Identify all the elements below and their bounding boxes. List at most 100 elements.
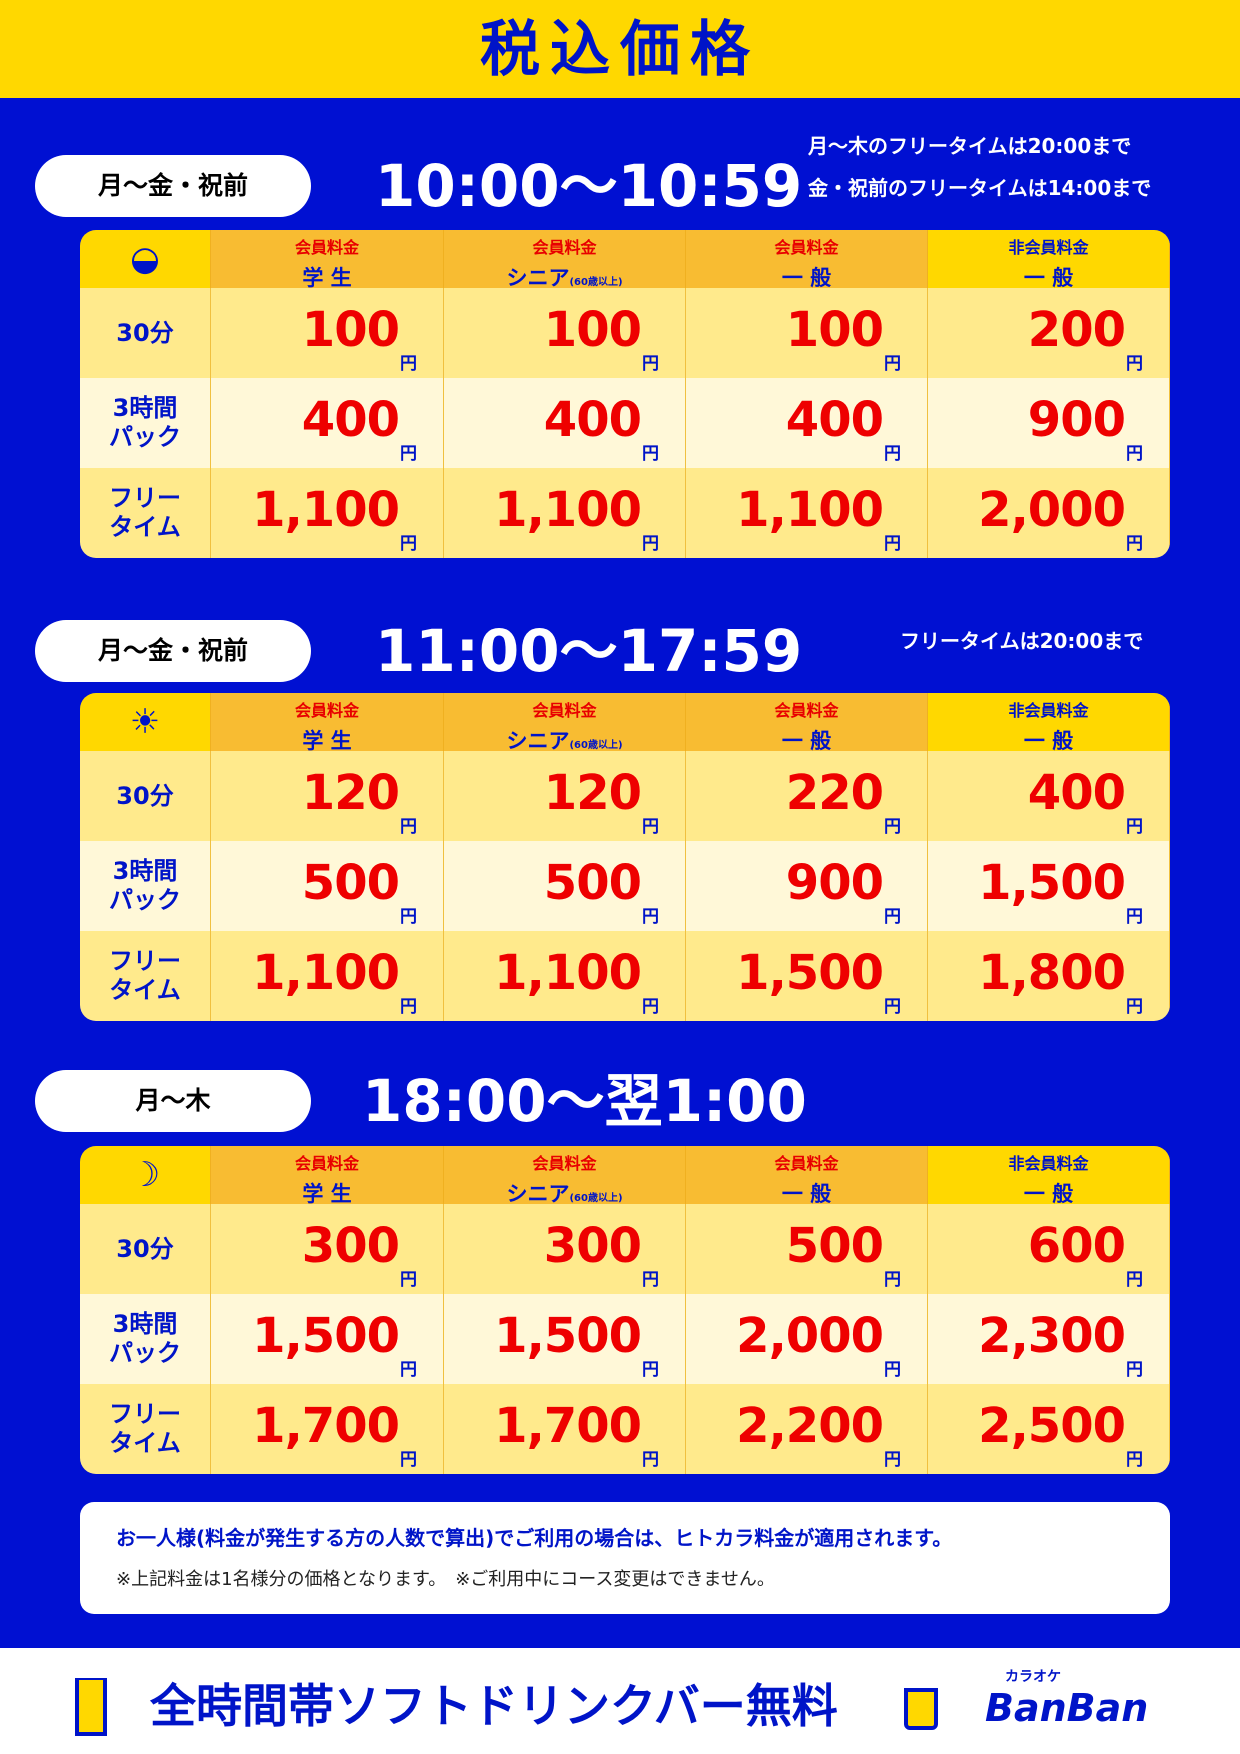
yen-unit: 円	[1126, 1360, 1143, 1380]
price-cell: 100 円	[444, 288, 686, 378]
yen-unit: 円	[642, 817, 659, 837]
time-range: 18:00〜翌1:00	[362, 1067, 807, 1135]
price-cell: 2,300 円	[928, 1294, 1170, 1384]
price-value: 2,300	[978, 1308, 1126, 1364]
yen-unit: 円	[884, 444, 901, 464]
drink-cup-icon	[75, 1678, 107, 1736]
price-value: 300	[301, 1218, 400, 1274]
price-cell: 120 円	[211, 751, 444, 841]
price-value: 2,000	[736, 1308, 884, 1364]
price-cell: 1,500 円	[686, 931, 928, 1021]
footer: 全時間帯ソフトドリンクバー無料 カラオケ BanBan	[0, 1648, 1240, 1754]
yen-unit: 円	[1126, 907, 1143, 927]
row-label: フリー タイム	[80, 931, 211, 1021]
row-label: 30分	[80, 1204, 211, 1294]
price-cell: 2,200 円	[686, 1384, 928, 1474]
price-value: 300	[543, 1218, 642, 1274]
yen-unit: 円	[400, 817, 417, 837]
row-label: フリー タイム	[80, 1384, 211, 1474]
price-value: 900	[785, 855, 884, 911]
price-cell: 1,500 円	[444, 1294, 686, 1384]
yen-unit: 円	[642, 354, 659, 374]
price-value: 500	[785, 1218, 884, 1274]
price-value: 400	[543, 392, 642, 448]
column-header: 会員料金一 般	[686, 1146, 928, 1206]
footer-text: 全時間帯ソフトドリンクバー無料	[150, 1679, 838, 1733]
days-label: 月〜木	[35, 1070, 311, 1132]
price-value: 1,500	[494, 1308, 642, 1364]
yen-unit: 円	[884, 534, 901, 554]
price-value: 1,100	[736, 482, 884, 538]
price-cell: 1,100 円	[444, 468, 686, 558]
price-cell: 2,000 円	[686, 1294, 928, 1384]
price-value: 600	[1027, 1218, 1126, 1274]
price-value: 1,700	[494, 1398, 642, 1454]
price-cell: 900 円	[928, 378, 1170, 468]
price-value: 400	[785, 392, 884, 448]
yen-unit: 円	[1126, 534, 1143, 554]
yen-unit: 円	[1126, 354, 1143, 374]
price-value: 500	[301, 855, 400, 911]
row-label: 30分	[80, 751, 211, 841]
price-value: 500	[543, 855, 642, 911]
column-header: 会員料金学 生	[211, 230, 444, 290]
yen-unit: 円	[642, 1270, 659, 1290]
sunrise-icon: ◒	[80, 230, 211, 288]
price-value: 1,100	[494, 945, 642, 1001]
price-cell: 500 円	[211, 841, 444, 931]
price-cell: 900 円	[686, 841, 928, 931]
hot-drink-icon	[904, 1688, 938, 1730]
column-header: 会員料金 シニア(60歳以上)	[444, 693, 686, 753]
yen-unit: 円	[884, 354, 901, 374]
notice-box: お一人様(料金が発生する方の人数で算出)でご利用の場合は、ヒトカラ料金が適用され…	[80, 1502, 1170, 1614]
page-title: 税込価格	[0, 0, 1240, 98]
price-value: 400	[301, 392, 400, 448]
price-value: 1,700	[252, 1398, 400, 1454]
price-value: 120	[301, 765, 400, 821]
price-value: 100	[785, 302, 884, 358]
price-table: ☀ 会員料金学 生会員料金 シニア(60歳以上) 会員料金一 般非会員料金一 般 30分…	[80, 693, 1170, 1021]
price-cell: 500 円	[444, 841, 686, 931]
price-cell: 1,100 円	[211, 931, 444, 1021]
yen-unit: 円	[1126, 444, 1143, 464]
price-value: 200	[1027, 302, 1126, 358]
price-value: 1,100	[252, 945, 400, 1001]
price-value: 1,500	[736, 945, 884, 1001]
price-cell: 500 円	[686, 1204, 928, 1294]
yen-unit: 円	[400, 997, 417, 1017]
yen-unit: 円	[400, 534, 417, 554]
column-header: 会員料金一 般	[686, 230, 928, 290]
price-value: 1,100	[252, 482, 400, 538]
yen-unit: 円	[884, 817, 901, 837]
price-value: 100	[301, 302, 400, 358]
price-table: ☽ 会員料金学 生会員料金 シニア(60歳以上) 会員料金一 般非会員料金一 般 30分…	[80, 1146, 1170, 1474]
price-cell: 300 円	[444, 1204, 686, 1294]
banban-logo: カラオケ BanBan	[985, 1669, 1149, 1730]
price-cell: 1,500 円	[211, 1294, 444, 1384]
price-cell: 100 円	[211, 288, 444, 378]
row-label: 30分	[80, 288, 211, 378]
yen-unit: 円	[884, 1360, 901, 1380]
price-cell: 220 円	[686, 751, 928, 841]
price-value: 1,500	[252, 1308, 400, 1364]
price-cell: 1,100 円	[444, 931, 686, 1021]
yen-unit: 円	[400, 444, 417, 464]
column-header: 会員料金 シニア(60歳以上)	[444, 1146, 686, 1206]
free-time-note: 月〜木のフリータイムは20:00まで	[808, 134, 1132, 158]
yen-unit: 円	[642, 534, 659, 554]
price-value: 400	[1027, 765, 1126, 821]
price-cell: 400 円	[928, 751, 1170, 841]
price-cell: 1,700 円	[211, 1384, 444, 1474]
moon-icon: ☽	[80, 1146, 211, 1204]
yen-unit: 円	[884, 997, 901, 1017]
yen-unit: 円	[642, 444, 659, 464]
price-value: 1,500	[978, 855, 1126, 911]
yen-unit: 円	[400, 1450, 417, 1470]
price-cell: 1,100 円	[211, 468, 444, 558]
price-cell: 2,500 円	[928, 1384, 1170, 1474]
column-header: 会員料金一 般	[686, 693, 928, 753]
sun-icon: ☀	[80, 693, 211, 751]
column-header: 会員料金 シニア(60歳以上)	[444, 230, 686, 290]
price-cell: 400 円	[211, 378, 444, 468]
free-time-note: フリータイムは20:00まで	[900, 629, 1144, 653]
